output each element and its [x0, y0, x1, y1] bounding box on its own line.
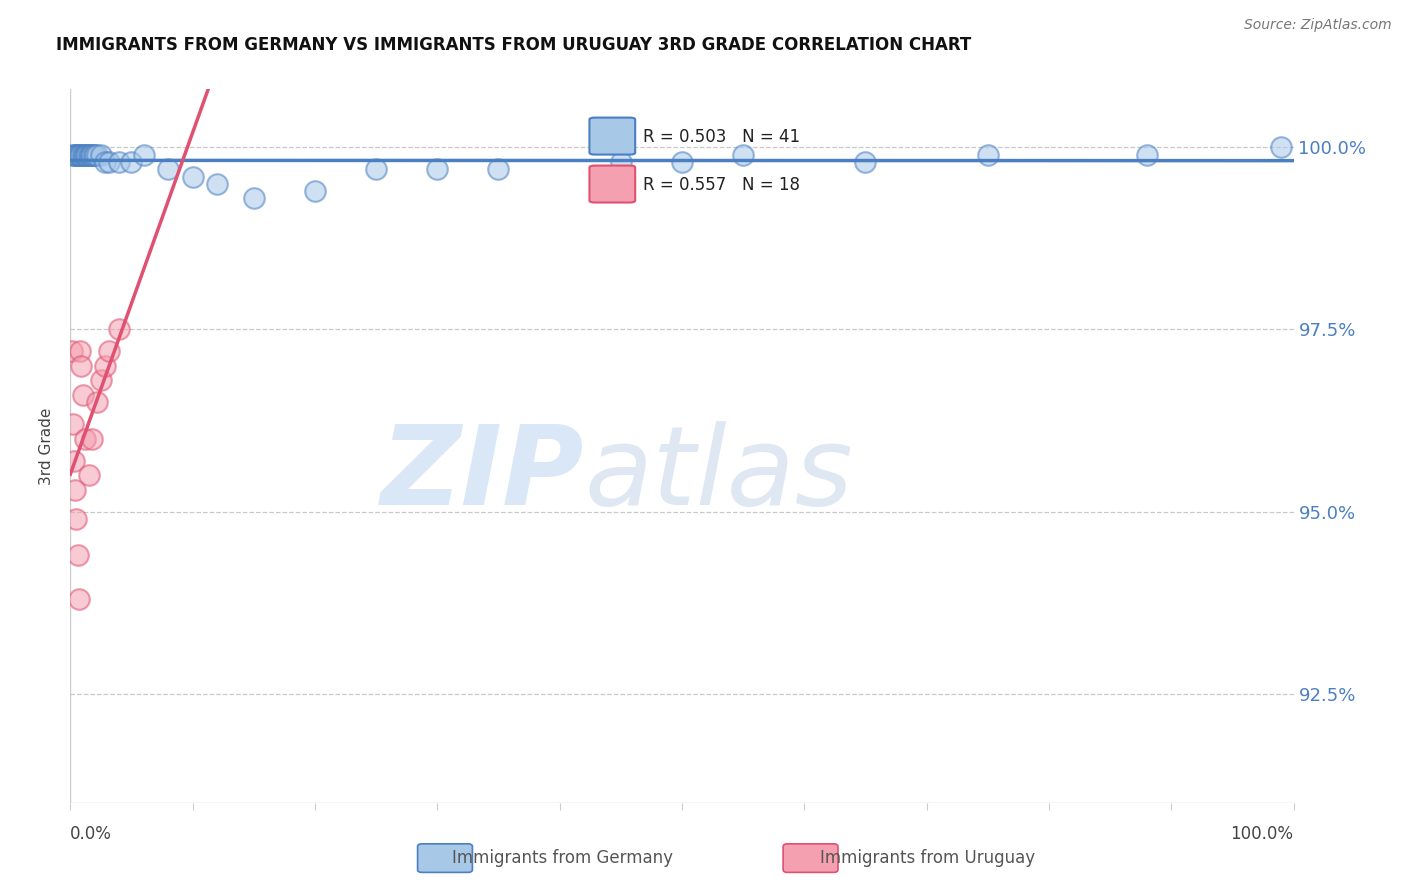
Point — [70, 147, 93, 161]
FancyBboxPatch shape — [589, 166, 636, 202]
Text: ZIP: ZIP — [381, 421, 583, 528]
Point — [93, 359, 115, 373]
FancyBboxPatch shape — [589, 118, 636, 154]
Point — [80, 147, 103, 161]
Text: Source: ZipAtlas.com: Source: ZipAtlas.com — [1244, 18, 1392, 32]
Text: atlas: atlas — [583, 421, 852, 528]
Point — [98, 155, 121, 169]
Point — [60, 344, 83, 359]
Point — [83, 147, 105, 161]
Point — [98, 344, 121, 359]
Point — [86, 395, 108, 409]
Text: Immigrants from Uruguay: Immigrants from Uruguay — [820, 849, 1036, 867]
Point — [73, 432, 96, 446]
Point — [65, 147, 87, 161]
Point — [66, 548, 89, 562]
Point — [77, 468, 100, 483]
Point — [977, 147, 1000, 161]
Point — [181, 169, 204, 184]
Text: IMMIGRANTS FROM GERMANY VS IMMIGRANTS FROM URUGUAY 3RD GRADE CORRELATION CHART: IMMIGRANTS FROM GERMANY VS IMMIGRANTS FR… — [56, 36, 972, 54]
Point — [488, 162, 510, 177]
Point — [82, 432, 104, 446]
Y-axis label: 3rd Grade: 3rd Grade — [39, 408, 55, 484]
Point — [426, 162, 449, 177]
Point — [75, 147, 97, 161]
Text: R = 0.557   N = 18: R = 0.557 N = 18 — [644, 176, 800, 194]
Point — [243, 191, 266, 205]
Point — [90, 147, 112, 161]
Point — [62, 417, 84, 432]
Point — [76, 147, 98, 161]
Point — [69, 147, 91, 161]
Point — [205, 177, 228, 191]
Point — [90, 374, 112, 388]
Point — [610, 155, 633, 169]
Point — [69, 344, 91, 359]
Point — [304, 184, 326, 198]
Point — [82, 147, 104, 161]
Point — [73, 147, 96, 161]
Text: 100.0%: 100.0% — [1230, 825, 1294, 843]
Text: R = 0.503   N = 41: R = 0.503 N = 41 — [644, 128, 800, 145]
Point — [72, 147, 94, 161]
Point — [73, 147, 96, 161]
Point — [62, 147, 84, 161]
Point — [63, 147, 86, 161]
Point — [67, 591, 90, 606]
Point — [671, 155, 693, 169]
Point — [65, 512, 87, 526]
Point — [1270, 140, 1292, 154]
Point — [1136, 147, 1159, 161]
Point — [366, 162, 388, 177]
Point — [79, 147, 101, 161]
Point — [77, 147, 100, 161]
Point — [86, 147, 108, 161]
Point — [83, 147, 105, 161]
Text: Immigrants from Germany: Immigrants from Germany — [451, 849, 673, 867]
Point — [157, 162, 180, 177]
Point — [121, 155, 143, 169]
Point — [108, 155, 131, 169]
Point — [63, 483, 86, 497]
Text: 0.0%: 0.0% — [70, 825, 112, 843]
Point — [72, 388, 94, 402]
Point — [63, 147, 86, 161]
Point — [132, 147, 155, 161]
Point — [63, 453, 86, 467]
Point — [70, 359, 93, 373]
Point — [67, 147, 90, 161]
Point — [733, 147, 755, 161]
Point — [108, 322, 131, 336]
Point — [93, 155, 115, 169]
Point — [855, 155, 877, 169]
Point — [66, 147, 89, 161]
